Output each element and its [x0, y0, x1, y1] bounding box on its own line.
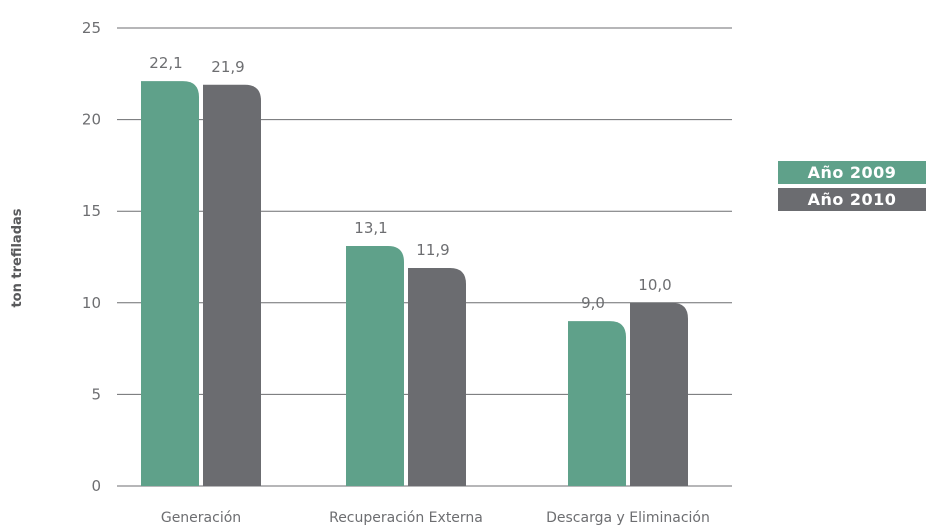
category-label-2: Descarga y Eliminación [546, 510, 710, 526]
bar-2009-0 [141, 81, 199, 487]
bar-2010-2 [630, 302, 688, 486]
legend-item-2009: Año 2009 [778, 161, 926, 184]
y-tick-label-10: 10 [82, 294, 101, 312]
bar-2010-0 [203, 84, 261, 487]
y-axis-label: ton trefiladas [10, 208, 25, 307]
y-tick-label-5: 5 [91, 385, 101, 403]
legend-label-2009: Año 2009 [807, 163, 897, 182]
data-label-2009-0: 22,1 [149, 54, 182, 72]
data-label-2010-0: 21,9 [211, 58, 244, 76]
data-label-2010-2: 10,0 [638, 276, 671, 294]
y-tick-label-25: 25 [82, 19, 101, 37]
data-label-2009-2: 9,0 [581, 294, 605, 312]
y-tick-label-20: 20 [82, 111, 101, 129]
legend-label-2010: Año 2010 [807, 190, 897, 209]
y-tick-label-0: 0 [91, 477, 101, 495]
data-label-2010-1: 11,9 [416, 241, 449, 259]
bar-2009-2 [568, 321, 626, 486]
category-label-1: Recuperación Externa [329, 510, 483, 526]
y-tick-label-15: 15 [82, 202, 101, 220]
legend-item-2010: Año 2010 [778, 188, 926, 211]
bar-2009-1 [346, 246, 404, 486]
bar-2010-1 [408, 267, 466, 486]
legend: Año 2009 Año 2010 [778, 161, 926, 215]
category-label-0: Generación [161, 510, 241, 526]
data-label-2009-1: 13,1 [354, 219, 387, 237]
